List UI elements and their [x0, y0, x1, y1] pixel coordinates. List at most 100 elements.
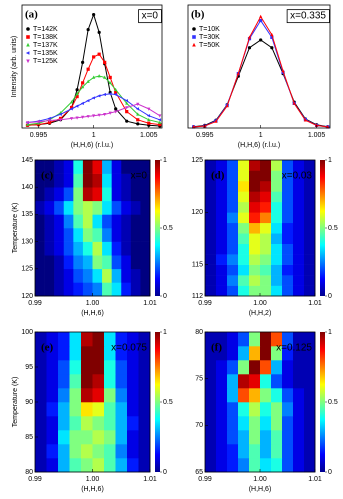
- heatmap-cell: [293, 254, 305, 265]
- y-tick-label: 130: [21, 238, 33, 245]
- heatmap-cell: [138, 374, 151, 389]
- heatmap-cell: [282, 212, 294, 224]
- data-point: [125, 110, 129, 114]
- heatmap-cell: [111, 214, 122, 229]
- heatmap-cell: [104, 374, 116, 389]
- heatmap-cell: [304, 254, 316, 265]
- x-tick-label: 1.005: [308, 132, 326, 139]
- heatmap-cell: [216, 360, 228, 375]
- heatmap-cell: [81, 458, 93, 473]
- heatmap-cell: [140, 187, 151, 202]
- data-point: [113, 92, 117, 97]
- heatmap-cell: [69, 388, 82, 403]
- heatmap-cell: [82, 268, 93, 283]
- data-point: [157, 118, 162, 122]
- heatmap-cell: [227, 360, 239, 375]
- heatmap-cell: [293, 243, 305, 255]
- data-point: [146, 114, 151, 118]
- heatmap-cell: [304, 180, 316, 192]
- heatmap-cell: [138, 444, 151, 459]
- heatmap-cell: [92, 160, 103, 174]
- heatmap-cell: [44, 282, 55, 297]
- x-axis-label: (H,H,2): [249, 310, 272, 317]
- heatmap-cell: [121, 214, 132, 229]
- legend-marker: [26, 59, 30, 64]
- heatmap-cell: [63, 255, 74, 270]
- heatmap-cell: [227, 222, 239, 234]
- heatmap-cell: [73, 187, 84, 202]
- x-axis-label: (H,H,6): [249, 486, 272, 493]
- heatmap-cell: [249, 346, 261, 361]
- heatmap-cell: [140, 282, 151, 297]
- heatmap-cell: [46, 388, 59, 403]
- heatmap-cell: [227, 160, 239, 171]
- heatmap-cell: [205, 264, 217, 276]
- heatmap-cell: [92, 200, 103, 215]
- heatmap-cell: [104, 402, 116, 417]
- heatmap-cell: [293, 402, 305, 417]
- heatmap-cell: [282, 264, 294, 276]
- heatmap-cell: [260, 243, 272, 255]
- heatmap-cell: [205, 191, 217, 203]
- data-point: [270, 32, 274, 37]
- heatmap-cell: [271, 332, 283, 347]
- panel: 80 85 90 95 100 0 0.5 1 x=0.075 (e) Temperature (K…: [12, 329, 173, 493]
- heatmap-cell: [82, 200, 93, 215]
- heatmap-cell: [102, 241, 112, 256]
- heatmap-cell: [69, 402, 82, 417]
- heatmap-cell: [282, 254, 294, 265]
- panel-label: (c): [41, 170, 54, 182]
- x-tick-label: 1.00: [86, 476, 100, 483]
- heatmap-cell: [115, 430, 128, 445]
- heatmap-cell: [121, 228, 132, 242]
- heatmap-cell: [82, 255, 93, 270]
- heatmap-cell: [121, 160, 132, 174]
- heatmap-cell: [46, 346, 59, 361]
- heatmap-cell: [121, 187, 132, 202]
- data-point: [92, 75, 96, 79]
- heatmap-cell: [216, 222, 228, 234]
- heatmap-cell: [205, 222, 217, 234]
- legend-label: T=10K: [199, 26, 220, 33]
- heatmap-cell: [35, 430, 47, 445]
- heatmap-cell: [304, 243, 316, 255]
- heatmap-cell: [304, 285, 316, 297]
- legend-marker: [26, 27, 30, 31]
- heatmap-cell: [69, 416, 82, 431]
- heatmap-cell: [271, 458, 283, 473]
- colorbar-tick-label: 1: [163, 329, 167, 336]
- heatmap-cell: [249, 444, 261, 459]
- heatmap-cell: [73, 160, 84, 174]
- heatmap-cell: [115, 374, 128, 389]
- heatmap-cell: [104, 416, 116, 431]
- panel: 112 115 120 125 0 0.5 1 x=0.03 (d) 0.99 1.00 1.01 (H…: [191, 157, 338, 317]
- data-point: [114, 110, 118, 114]
- heatmap-cell: [46, 416, 59, 431]
- heatmap-cell: [249, 285, 261, 297]
- data-point: [97, 52, 101, 56]
- heatmap-cell: [82, 282, 93, 297]
- heatmap-cell: [238, 275, 250, 286]
- heatmap-cell: [227, 180, 239, 192]
- data-point: [108, 92, 112, 96]
- heatmap-cell: [282, 180, 294, 192]
- y-tick-label: 120: [21, 293, 33, 300]
- heatmap-cell: [44, 160, 55, 174]
- x-tick-label: 1.00: [86, 300, 100, 307]
- heatmap-cell: [304, 222, 316, 234]
- heatmap-cell: [102, 282, 112, 297]
- y-tick-label: 135: [21, 211, 33, 218]
- heatmap-cell: [238, 201, 250, 213]
- y-tick-label: 115: [192, 261, 203, 268]
- heatmap-cell: [54, 282, 65, 297]
- heatmap-cell: [58, 360, 70, 375]
- heatmap-cell: [81, 444, 93, 459]
- heatmap-cell: [293, 222, 305, 234]
- heatmap-cell: [138, 430, 151, 445]
- heatmap-cell: [115, 416, 128, 431]
- heatmap-cell: [104, 332, 116, 347]
- heatmap-cell: [216, 243, 228, 255]
- heatmap-cell: [102, 187, 112, 202]
- heatmap-cell: [304, 191, 316, 203]
